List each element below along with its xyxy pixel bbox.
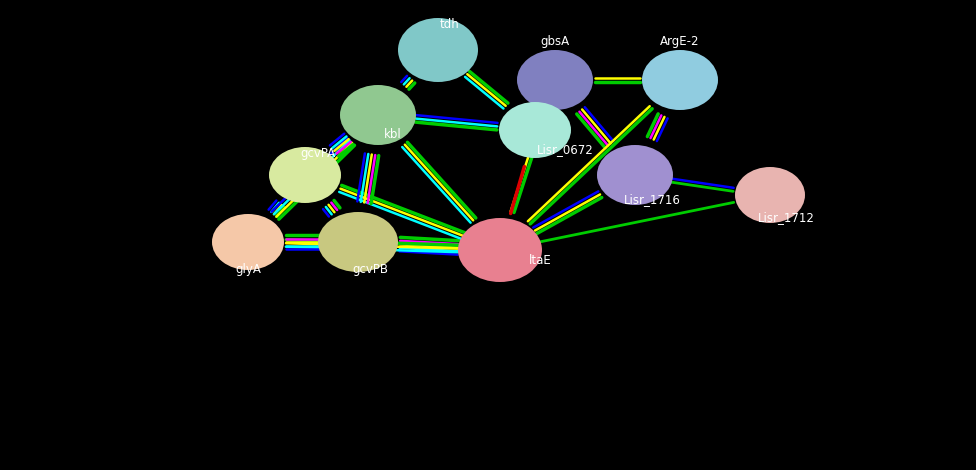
Ellipse shape bbox=[398, 18, 478, 82]
Text: Lisr_1716: Lisr_1716 bbox=[624, 194, 680, 206]
Text: Lisr_1712: Lisr_1712 bbox=[757, 212, 814, 225]
Text: glyA: glyA bbox=[235, 264, 261, 276]
Ellipse shape bbox=[597, 145, 673, 205]
Text: ltaE: ltaE bbox=[529, 253, 551, 266]
Ellipse shape bbox=[318, 212, 398, 272]
Text: gcvPA: gcvPA bbox=[301, 147, 336, 159]
Ellipse shape bbox=[269, 147, 341, 203]
Ellipse shape bbox=[642, 50, 718, 110]
Ellipse shape bbox=[499, 102, 571, 158]
Ellipse shape bbox=[340, 85, 416, 145]
Text: gcvPB: gcvPB bbox=[352, 264, 388, 276]
Text: tdh: tdh bbox=[440, 18, 460, 31]
Text: ArgE-2: ArgE-2 bbox=[660, 36, 700, 48]
Text: kbl: kbl bbox=[385, 128, 402, 141]
Ellipse shape bbox=[735, 167, 805, 223]
Text: gbsA: gbsA bbox=[541, 36, 570, 48]
Text: Lisr_0672: Lisr_0672 bbox=[537, 143, 593, 157]
Ellipse shape bbox=[517, 50, 593, 110]
Ellipse shape bbox=[212, 214, 284, 270]
Ellipse shape bbox=[458, 218, 542, 282]
